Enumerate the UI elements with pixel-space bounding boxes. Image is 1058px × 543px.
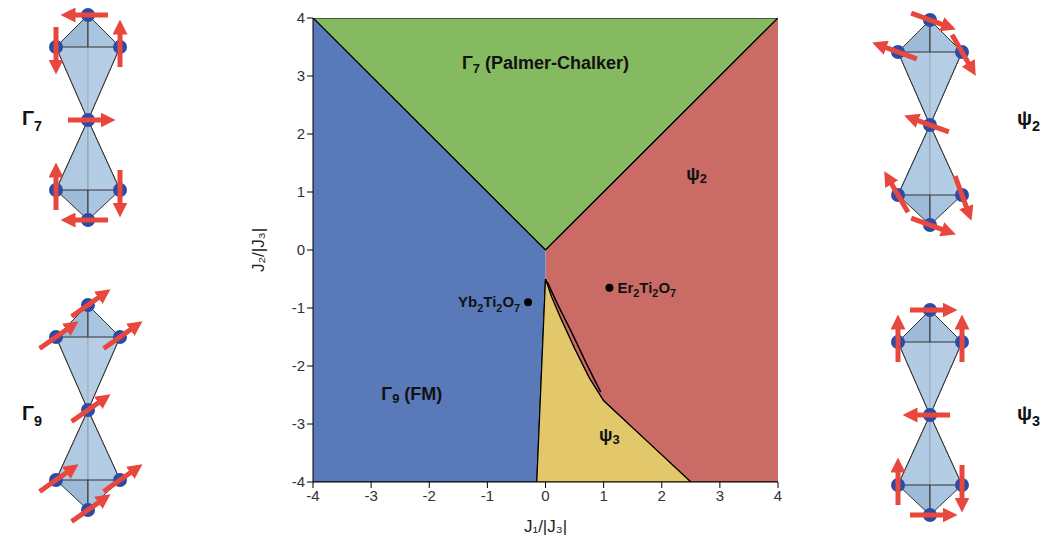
svg-text:Γ7: Γ7	[22, 107, 42, 134]
svg-text:0: 0	[297, 241, 305, 258]
svg-text:-3: -3	[292, 415, 305, 432]
svg-text:2: 2	[658, 487, 666, 504]
svg-text:-1: -1	[481, 487, 494, 504]
svg-text:1: 1	[297, 183, 305, 200]
svg-text:Γ9 (FM): Γ9 (FM)	[381, 384, 442, 407]
svg-text:4: 4	[297, 9, 305, 26]
svg-text:1: 1	[599, 487, 607, 504]
svg-text:ψ2: ψ2	[1017, 107, 1040, 134]
svg-text:J₁/|J₃|: J₁/|J₃|	[524, 517, 567, 536]
svg-text:Yb2Ti2O7: Yb2Ti2O7	[458, 293, 520, 314]
svg-text:J₂/|J₃|: J₂/|J₃|	[249, 228, 268, 272]
svg-text:2: 2	[297, 125, 305, 142]
svg-text:Er2Ti2O7: Er2Ti2O7	[617, 279, 676, 300]
svg-text:Γ7 (Palmer-Chalker): Γ7 (Palmer-Chalker)	[462, 53, 629, 76]
svg-text:ψ3: ψ3	[599, 424, 620, 447]
svg-text:ψ3: ψ3	[1017, 402, 1040, 429]
svg-text:3: 3	[716, 487, 724, 504]
svg-text:-4: -4	[306, 487, 319, 504]
svg-text:-1: -1	[292, 299, 305, 316]
svg-text:-3: -3	[364, 487, 377, 504]
svg-text:4: 4	[774, 487, 782, 504]
svg-text:Γ9: Γ9	[22, 402, 42, 429]
svg-text:3: 3	[297, 67, 305, 84]
svg-text:-4: -4	[292, 473, 305, 490]
svg-text:-2: -2	[292, 357, 305, 374]
svg-text:0: 0	[541, 487, 549, 504]
svg-text:-2: -2	[423, 487, 436, 504]
svg-text:ψ2: ψ2	[686, 163, 707, 186]
